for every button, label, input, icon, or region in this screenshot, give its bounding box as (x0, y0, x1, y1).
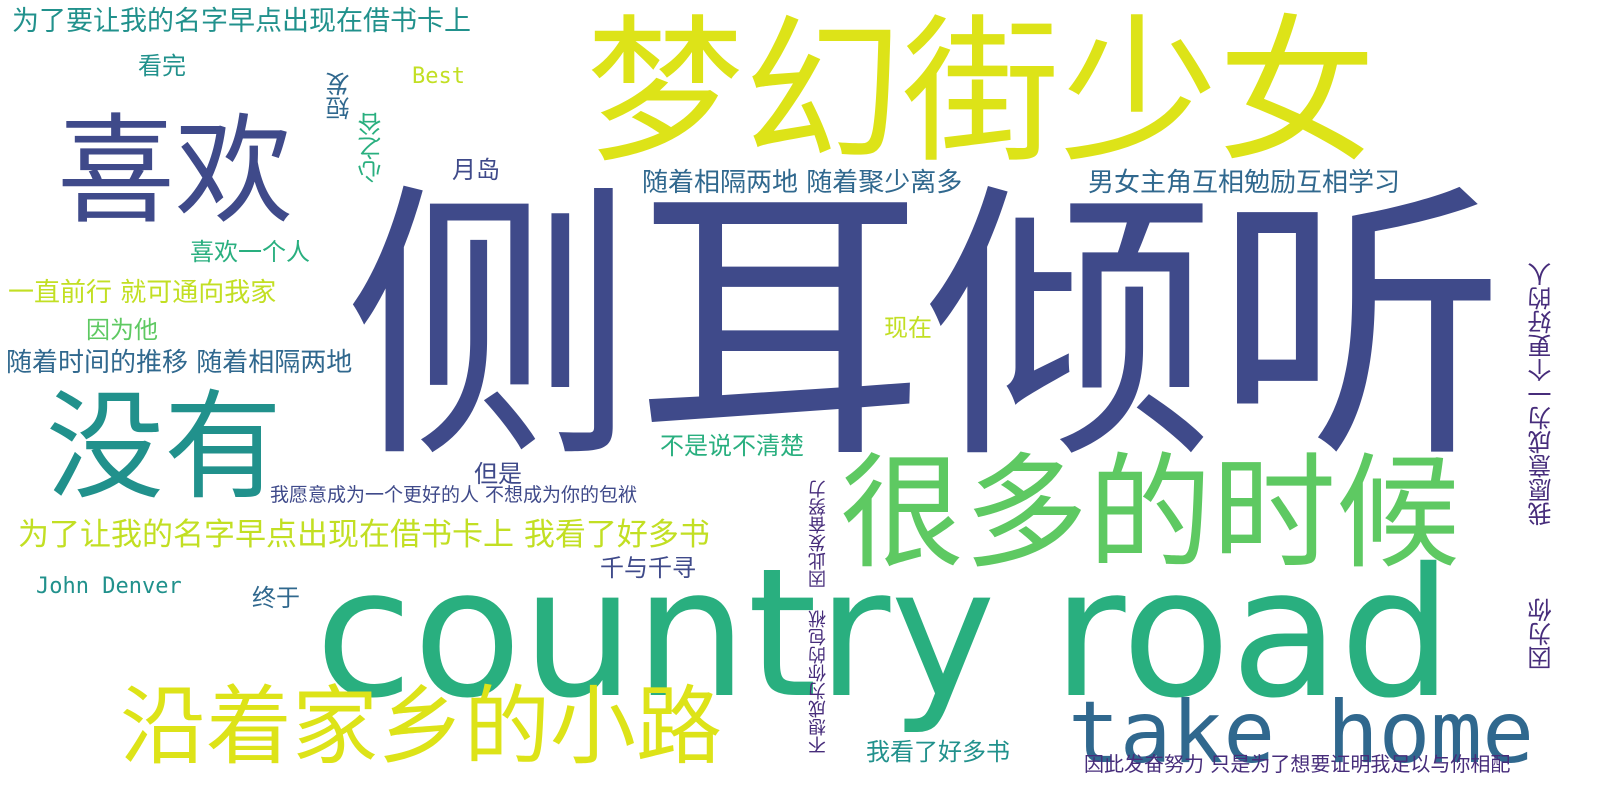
word-duanfa: 短发 (326, 72, 354, 120)
word-menghuan-jie-shaonv: 梦幻街少女 (586, 1, 1376, 185)
word-henduo-de-shihou: 很多的时候 (840, 442, 1461, 586)
word-yinwei-ta: 因为他 (86, 316, 158, 344)
word-qianyu-qianxun: 千与千寻 (600, 554, 696, 582)
word-danshi: 但是 (474, 460, 522, 488)
word-ceer-qingting: 侧耳倾听 (345, 161, 1505, 498)
word-bushi-shuo: 不是说不清楚 (660, 432, 804, 460)
word-buxiang-baofu: 不想成为你的包袱 (808, 610, 829, 754)
word-kanwan: 看完 (138, 52, 186, 80)
word-suizhe-xiangge: 随着相隔两地 随着聚少离多 (642, 168, 963, 198)
word-yanzhe-jiaxiang: 沿着家乡的小路 (120, 677, 722, 777)
word-best: Best (412, 64, 465, 89)
word-country-road: country road (315, 530, 1453, 737)
word-take-home: take home (1068, 683, 1534, 783)
word-xinzhigu: 心之谷 (358, 112, 386, 184)
word-yinci-fafen-zhengming: 因此发奋努力 只是为了想要证明我足以与你相配 (1084, 752, 1511, 776)
word-yizhi-qianxing: 一直前行 就可通向我家 (8, 278, 277, 308)
word-weile-rang: 为了让我的名字早点出现在借书卡上 我看了好多书 (18, 517, 710, 553)
word-nannv-zhujue: 男女主角互相勉励互相学习 (1088, 168, 1401, 198)
word-woyuanyi-chengwei: 我愿意成为一个更好的人 (1528, 262, 1556, 526)
word-suizhe-shijian: 随着时间的推移 随着相隔两地 (6, 348, 353, 378)
word-wo-kanle: 我看了好多书 (866, 738, 1010, 766)
word-yinci-fafen: 因此发奋努力 (808, 480, 829, 588)
word-woyuanyi-baofu: 我愿意成为一个更好的人 不想成为你的包袱 (270, 484, 638, 506)
word-meiyou: 没有 (46, 378, 283, 516)
word-zhongyu: 终于 (252, 584, 300, 612)
word-weile-yao-rang: 为了要让我的名字早点出现在借书卡上 (12, 6, 471, 37)
word-xihuan-yige-ren: 喜欢一个人 (190, 238, 310, 266)
word-yuedao: 月岛 (452, 156, 500, 184)
word-yinwei-ni: 因为你 (1528, 598, 1556, 670)
word-xianzai: 现在 (884, 314, 932, 342)
word-john-denver: John Denver (36, 574, 182, 599)
word-xihuan: 喜欢 (57, 102, 294, 240)
